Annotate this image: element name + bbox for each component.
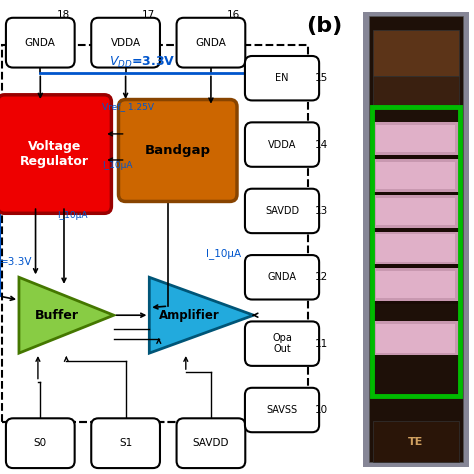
Bar	[374, 321, 459, 356]
Text: SAVSS: SAVSS	[266, 405, 298, 415]
Text: SAVDD: SAVDD	[265, 206, 299, 216]
Text: Vref_ 1.25V: Vref_ 1.25V	[102, 102, 154, 111]
FancyBboxPatch shape	[6, 419, 75, 468]
Bar	[374, 232, 459, 264]
Text: 17: 17	[142, 10, 155, 20]
Bar	[374, 155, 459, 159]
Bar	[376, 324, 456, 353]
Bar	[374, 159, 459, 191]
Bar	[374, 421, 459, 462]
Text: $V_{DD}$=3.3V: $V_{DD}$=3.3V	[109, 55, 175, 71]
FancyBboxPatch shape	[245, 388, 319, 432]
FancyBboxPatch shape	[245, 321, 319, 366]
FancyBboxPatch shape	[245, 56, 319, 100]
Text: 12: 12	[315, 272, 328, 283]
Text: TE: TE	[408, 437, 424, 447]
Text: VDDA: VDDA	[268, 139, 296, 150]
Bar	[376, 162, 456, 189]
Text: S0: S0	[34, 438, 47, 448]
Bar	[374, 268, 459, 301]
FancyBboxPatch shape	[245, 189, 319, 233]
FancyBboxPatch shape	[91, 18, 160, 67]
Bar	[372, 108, 460, 396]
Polygon shape	[149, 277, 254, 353]
Bar	[376, 234, 456, 262]
Bar	[374, 195, 459, 228]
Bar	[374, 264, 459, 268]
Text: Opa
Out: Opa Out	[272, 333, 292, 355]
Text: Bandgap: Bandgap	[145, 144, 211, 157]
FancyBboxPatch shape	[176, 18, 246, 67]
Bar	[369, 17, 463, 462]
Bar	[374, 30, 459, 75]
Bar	[374, 228, 459, 232]
Text: 15: 15	[315, 73, 328, 83]
Text: 13: 13	[315, 206, 328, 216]
Text: I_10μA: I_10μA	[206, 248, 241, 259]
FancyBboxPatch shape	[245, 122, 319, 167]
Text: GNDA: GNDA	[267, 272, 297, 283]
Bar	[376, 125, 456, 153]
Text: Voltage
Regulator: Voltage Regulator	[20, 140, 89, 168]
FancyBboxPatch shape	[91, 419, 160, 468]
Text: 16: 16	[228, 10, 240, 20]
FancyBboxPatch shape	[6, 18, 75, 67]
Text: S1: S1	[119, 438, 132, 448]
Text: Amplifier: Amplifier	[159, 309, 220, 322]
Text: EN: EN	[275, 73, 289, 83]
Text: I_10μA: I_10μA	[102, 161, 132, 170]
Bar	[374, 122, 459, 155]
Text: 10: 10	[315, 405, 328, 415]
Bar	[374, 191, 459, 195]
Bar	[376, 198, 456, 225]
Text: Buffer: Buffer	[35, 309, 79, 322]
Text: I_10μA: I_10μA	[57, 211, 87, 220]
Text: 11: 11	[315, 338, 328, 349]
Text: 18: 18	[57, 10, 70, 20]
Polygon shape	[19, 277, 114, 353]
Text: GNDA: GNDA	[25, 37, 56, 48]
Text: (b): (b)	[307, 16, 343, 36]
Bar	[376, 271, 456, 298]
FancyBboxPatch shape	[118, 100, 237, 201]
Text: 14: 14	[315, 139, 328, 150]
Text: VDDA: VDDA	[110, 37, 141, 48]
Text: =3.3V: =3.3V	[0, 257, 33, 267]
FancyBboxPatch shape	[245, 255, 319, 300]
Text: SAVDD: SAVDD	[192, 438, 229, 448]
FancyBboxPatch shape	[0, 95, 111, 213]
FancyBboxPatch shape	[176, 419, 246, 468]
Bar	[374, 75, 459, 105]
Bar	[374, 301, 459, 304]
Text: GNDA: GNDA	[195, 37, 227, 48]
